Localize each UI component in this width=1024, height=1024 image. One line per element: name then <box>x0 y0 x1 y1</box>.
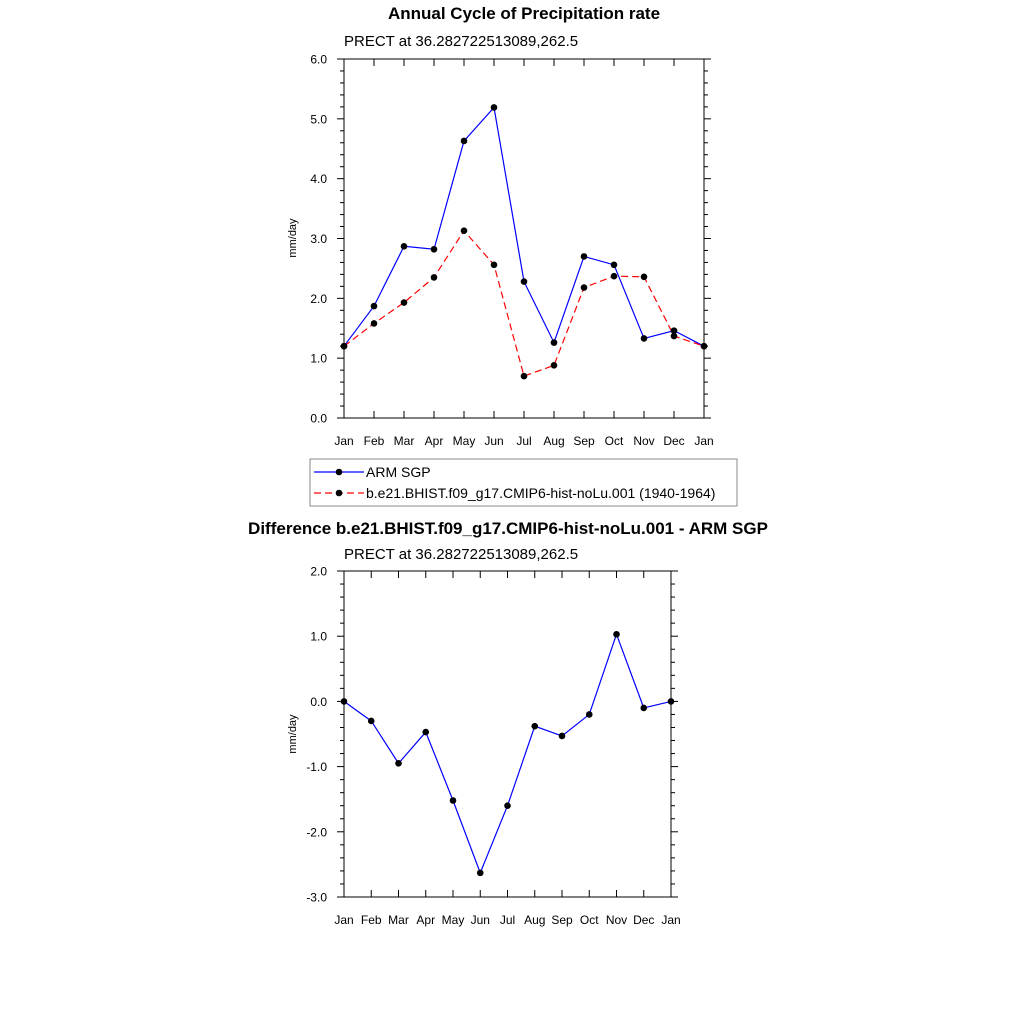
y-tick-label: 4.0 <box>310 172 327 186</box>
x-tick-label: Sep <box>551 913 573 927</box>
y-tick-label: -3.0 <box>306 891 327 905</box>
chart-subtitle: PRECT at 36.282722513089,262.5 <box>344 546 578 563</box>
x-tick-label: Oct <box>605 434 624 448</box>
y-tick-label: 1.0 <box>310 352 327 366</box>
x-tick-label: Aug <box>543 434 564 448</box>
data-point <box>700 342 708 350</box>
data-point <box>585 711 593 718</box>
data-point <box>640 704 648 712</box>
x-tick-label: Jul <box>516 434 531 448</box>
legend-marker-model <box>335 489 343 497</box>
data-point <box>670 332 678 340</box>
data-point <box>370 320 378 327</box>
data-point <box>640 335 648 342</box>
chart-title: Difference b.e21.BHIST.f09_g17.CMIP6-his… <box>248 519 768 538</box>
x-tick-label: Nov <box>633 434 654 448</box>
y-tick-label: 6.0 <box>310 53 327 67</box>
precip-annual-cycle-chart: Annual Cycle of Precipitation rate PRECT… <box>287 4 714 448</box>
data-point <box>422 728 430 736</box>
y-tick-label: -1.0 <box>306 760 327 774</box>
data-point <box>531 722 539 730</box>
y-tick-label: 0.0 <box>310 412 327 426</box>
data-point <box>490 261 498 269</box>
y-tick-label: 5.0 <box>310 112 327 126</box>
x-tick-label: Jan <box>661 913 680 927</box>
data-point <box>460 137 468 145</box>
data-point <box>370 302 378 310</box>
legend: ARM SGP b.e21.BHIST.f09_g17.CMIP6-hist-n… <box>309 458 738 507</box>
data-point <box>580 284 588 291</box>
y-axis-label: mm/day <box>287 714 299 754</box>
y-tick-label: 1.0 <box>310 630 327 644</box>
legend-marker-arm-sgp <box>335 468 343 476</box>
data-point <box>476 869 484 877</box>
x-tick-label: Jun <box>471 913 490 927</box>
data-point <box>395 760 402 767</box>
x-tick-label: Oct <box>580 913 599 927</box>
data-point <box>449 797 457 804</box>
x-tick-label: Aug <box>524 913 545 927</box>
series-layer <box>340 104 708 380</box>
data-point <box>550 339 558 346</box>
chart-title: Annual Cycle of Precipitation rate <box>388 4 660 23</box>
data-point <box>490 104 498 111</box>
x-tick-label: Apr <box>416 913 435 927</box>
data-point <box>340 698 348 705</box>
x-tick-label: Jun <box>484 434 503 448</box>
x-tick-label: Apr <box>425 434 444 448</box>
legend-label-arm-sgp: ARM SGP <box>366 464 431 480</box>
x-tick-label: May <box>453 434 476 448</box>
x-tick-label: Jan <box>334 434 353 448</box>
data-point <box>640 273 648 281</box>
y-tick-label: 2.0 <box>310 292 327 306</box>
data-point <box>400 242 408 250</box>
data-point <box>670 327 678 334</box>
legend-box <box>309 458 738 507</box>
x-tick-label: Jan <box>694 434 713 448</box>
data-point <box>460 227 468 235</box>
precip-difference-chart: Difference b.e21.BHIST.f09_g17.CMIP6-his… <box>248 519 768 927</box>
axes: Jan Feb Mar Apr May Jun Jul Aug Sep Oct Nov Dec Jan 0… <box>310 53 713 449</box>
x-tick-label: Mar <box>394 434 415 448</box>
chart-subtitle: PRECT at 36.282722513089,262.5 <box>344 33 578 50</box>
x-tick-label: Mar <box>388 913 409 927</box>
data-point <box>430 245 438 253</box>
x-tick-label: Feb <box>364 434 385 448</box>
data-point <box>613 630 620 638</box>
data-point <box>520 278 528 285</box>
data-point <box>558 732 566 740</box>
x-tick-label: Jul <box>500 913 515 927</box>
y-axis-label: mm/day <box>287 218 299 258</box>
y-tick-label: 0.0 <box>310 695 327 709</box>
x-tick-label: Dec <box>633 913 654 927</box>
data-point <box>400 299 408 306</box>
series-layer <box>340 630 675 877</box>
data-point <box>667 698 675 705</box>
data-point <box>367 717 375 725</box>
x-tick-label: May <box>442 913 465 927</box>
x-tick-label: Sep <box>573 434 595 448</box>
data-point <box>610 272 618 280</box>
x-tick-label: Nov <box>606 913 627 927</box>
x-tick-label: Dec <box>663 434 684 448</box>
legend-label-model: b.e21.BHIST.f09_g17.CMIP6-hist-noLu.001 … <box>366 485 715 501</box>
data-point <box>550 362 558 369</box>
x-tick-label: Jan <box>334 913 353 927</box>
y-tick-label: 3.0 <box>310 232 327 246</box>
data-point <box>430 274 438 281</box>
data-point <box>520 372 528 380</box>
data-point <box>340 342 348 350</box>
y-tick-label: 2.0 <box>310 565 327 579</box>
x-tick-label: Feb <box>361 913 382 927</box>
data-point <box>610 261 618 269</box>
data-point <box>504 802 511 810</box>
axes: Jan Feb Mar Apr May Jun Jul Aug Sep Oct Nov Dec Jan-… <box>306 565 680 928</box>
y-tick-label: -2.0 <box>306 825 327 839</box>
data-point <box>580 253 588 260</box>
